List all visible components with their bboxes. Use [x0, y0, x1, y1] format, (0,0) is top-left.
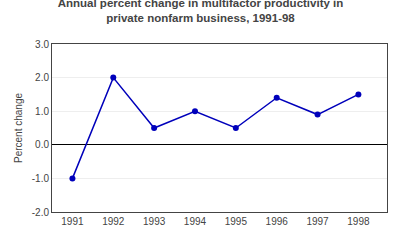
- svg-text:1995: 1995: [225, 216, 248, 227]
- svg-text:1998: 1998: [347, 216, 370, 227]
- svg-text:1994: 1994: [184, 216, 207, 227]
- svg-text:Percent change: Percent change: [13, 93, 24, 163]
- svg-text:1997: 1997: [306, 216, 329, 227]
- svg-text:1.0: 1.0: [35, 106, 49, 117]
- svg-text:0.0: 0.0: [35, 139, 49, 150]
- svg-text:-1.0: -1.0: [32, 173, 50, 184]
- svg-text:Annual percent change in multi: Annual percent change in multifactor pro…: [58, 0, 344, 24]
- svg-text:1993: 1993: [143, 216, 166, 227]
- svg-text:1996: 1996: [266, 216, 289, 227]
- svg-text:2.0: 2.0: [35, 72, 49, 83]
- svg-text:1992: 1992: [102, 216, 125, 227]
- svg-text:1991: 1991: [61, 216, 84, 227]
- svg-text:-2.0: -2.0: [32, 207, 50, 218]
- svg-text:3.0: 3.0: [35, 39, 49, 50]
